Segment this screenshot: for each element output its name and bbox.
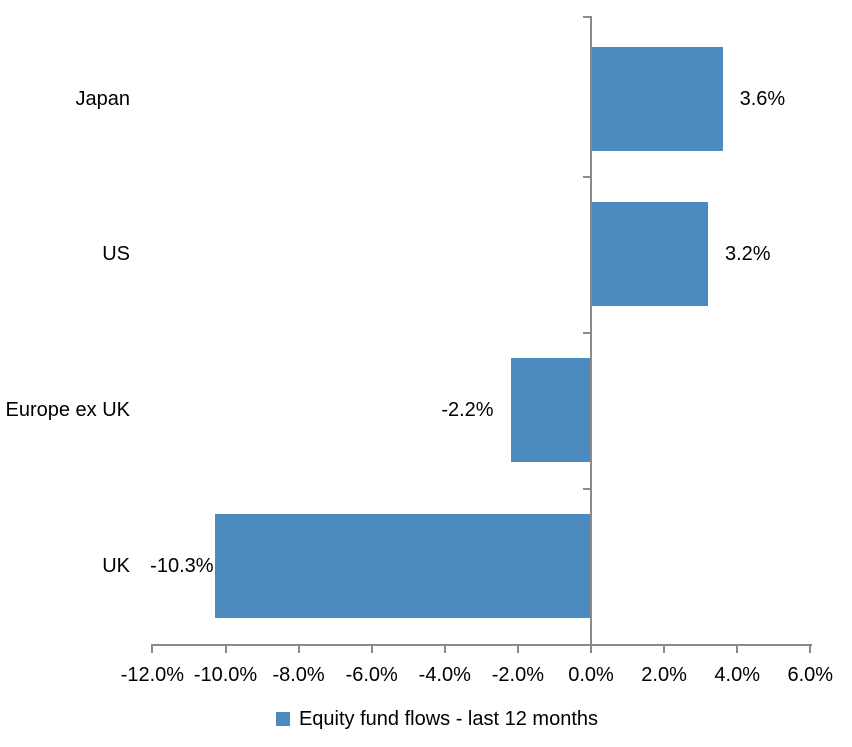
x-axis-tick-label: -4.0% [418, 664, 471, 686]
x-axis-tick [297, 644, 300, 653]
x-axis-tick-label: -12.0% [120, 664, 185, 686]
x-axis-tick [370, 644, 373, 653]
chart-legend: Equity fund flows - last 12 months [0, 706, 852, 732]
category-label: Europe ex UK [5, 399, 130, 421]
x-axis-tick [736, 644, 739, 653]
y-axis-tick [583, 16, 591, 18]
x-axis-tick-label: 0.0% [568, 664, 614, 686]
x-axis-tick-label: -10.0% [193, 664, 258, 686]
bar-uk [214, 514, 591, 618]
bar-europe-ex-uk [510, 358, 591, 462]
data-label: -10.3% [150, 555, 214, 577]
data-label: 3.2% [724, 243, 771, 265]
data-label: 3.6% [739, 88, 786, 110]
y-axis-tick [583, 176, 591, 178]
x-axis-tick [443, 644, 446, 653]
legend-entry: Equity fund flows - last 12 months [275, 708, 599, 730]
x-axis-tick-label: 4.0% [714, 664, 760, 686]
x-axis-tick-label: -6.0% [345, 664, 398, 686]
category-label: Japan [75, 88, 131, 110]
legend-label: Equity fund flows - last 12 months [298, 708, 599, 730]
x-axis-tick-label: -2.0% [491, 664, 545, 686]
bar-us [591, 202, 708, 306]
category-label: US [102, 243, 130, 265]
bar-japan [591, 47, 723, 151]
x-axis-tick-label: 2.0% [641, 664, 687, 686]
x-axis-line [151, 644, 812, 646]
x-axis-tick [516, 644, 519, 653]
legend-swatch-icon [275, 712, 290, 726]
x-axis-tick [151, 644, 154, 653]
x-axis-tick [809, 644, 812, 653]
y-axis-line [590, 16, 592, 646]
x-axis-tick [590, 644, 592, 653]
x-axis-tick [224, 644, 227, 653]
y-axis-tick [583, 332, 591, 334]
x-axis-tick-label: -8.0% [272, 664, 325, 686]
data-label: -2.2% [441, 399, 494, 421]
category-label: UK [102, 555, 130, 577]
x-axis-tick-label: 6.0% [787, 664, 834, 686]
y-axis-tick [583, 488, 591, 490]
x-axis-tick [663, 644, 666, 653]
